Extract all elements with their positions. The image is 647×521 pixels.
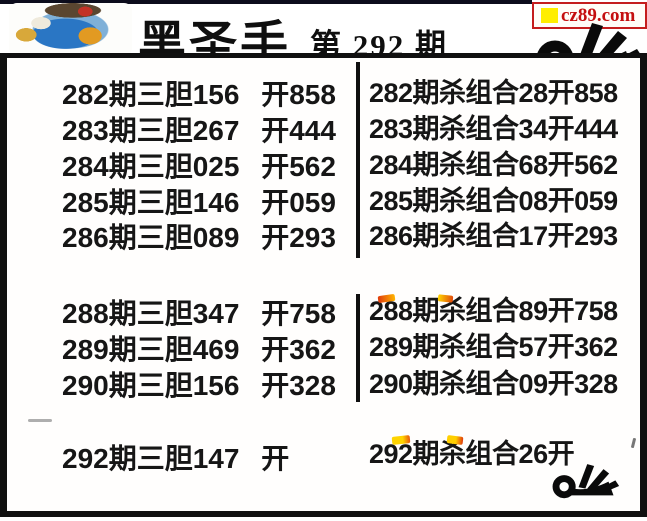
prediction-row: 283期三胆267 开444 (62, 115, 336, 146)
prediction-row: 289期杀组合57开362 (369, 332, 618, 362)
site-badge-label: cz89.com (561, 4, 636, 26)
prediction-row: 286期杀组合17开293 (369, 221, 618, 251)
top-border-line (0, 0, 532, 4)
prediction-row: 289期三胆469 开362 (62, 334, 336, 365)
prediction-row: 284期三胆025 开562 (62, 151, 336, 182)
prediction-row: 288期杀组合89开758 (369, 296, 618, 326)
prediction-row: 286期三胆089 开293 (62, 222, 336, 253)
prediction-row: 290期三胆156 开328 (62, 370, 336, 401)
highlight-mark (437, 294, 454, 303)
prediction-row: 288期三胆347 开758 (62, 298, 336, 329)
lottery-3d-ball-logo (9, 3, 132, 56)
prediction-row: 282期杀组合28开858 (369, 78, 618, 108)
site-badge[interactable]: cz89.com (532, 2, 647, 29)
prediction-row: 283期杀组合34开444 (369, 114, 618, 144)
prediction-row: 284期杀组合68开562 (369, 150, 618, 180)
prediction-row: 292期杀组合26开 (369, 439, 575, 469)
column-divider-top (356, 62, 360, 258)
prediction-row: 290期杀组合09开328 (369, 369, 618, 399)
prediction-row: 285期杀组合08开059 (369, 186, 618, 216)
yellow-square-icon (541, 8, 558, 23)
scan-smudge (28, 419, 52, 422)
prediction-row: 292期三胆147 开 (62, 443, 290, 474)
column-divider-bottom (356, 294, 360, 402)
content-frame (0, 53, 647, 517)
prediction-row: 282期三胆156 开858 (62, 79, 336, 110)
ok-hand-stamp-icon (552, 464, 620, 499)
prediction-row: 285期三胆146 开059 (62, 187, 336, 218)
